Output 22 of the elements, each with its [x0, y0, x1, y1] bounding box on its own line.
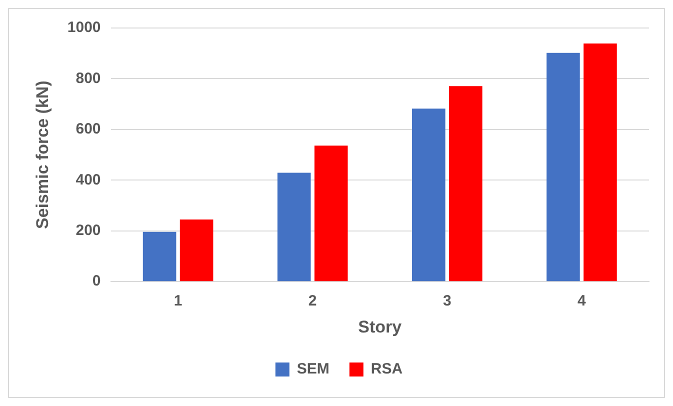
- bar: [584, 43, 617, 282]
- y-axis-title: Seismic force (kN): [32, 80, 52, 229]
- y-tick-label: 400: [76, 171, 101, 188]
- y-tick-label: 1000: [67, 19, 101, 36]
- legend-label: RSA: [370, 360, 403, 378]
- x-tick-label: 2: [308, 292, 317, 310]
- y-tick-label: 600: [76, 120, 101, 138]
- x-tick-label: 4: [578, 292, 587, 310]
- y-tick-label: 200: [76, 222, 101, 240]
- bar: [142, 232, 176, 282]
- bar: [449, 86, 482, 282]
- x-tick-label: 1: [174, 292, 182, 310]
- bar: [277, 172, 311, 282]
- y-tick-label: 0: [92, 272, 101, 290]
- legend-label: SEM: [296, 360, 330, 378]
- y-tick-label: 800: [76, 70, 101, 87]
- x-tick-label: 3: [442, 292, 452, 310]
- bar: [314, 146, 348, 282]
- bar: [546, 52, 580, 282]
- bar: [412, 108, 446, 282]
- x-axis-title: Story: [358, 317, 402, 336]
- bar: [180, 219, 214, 282]
